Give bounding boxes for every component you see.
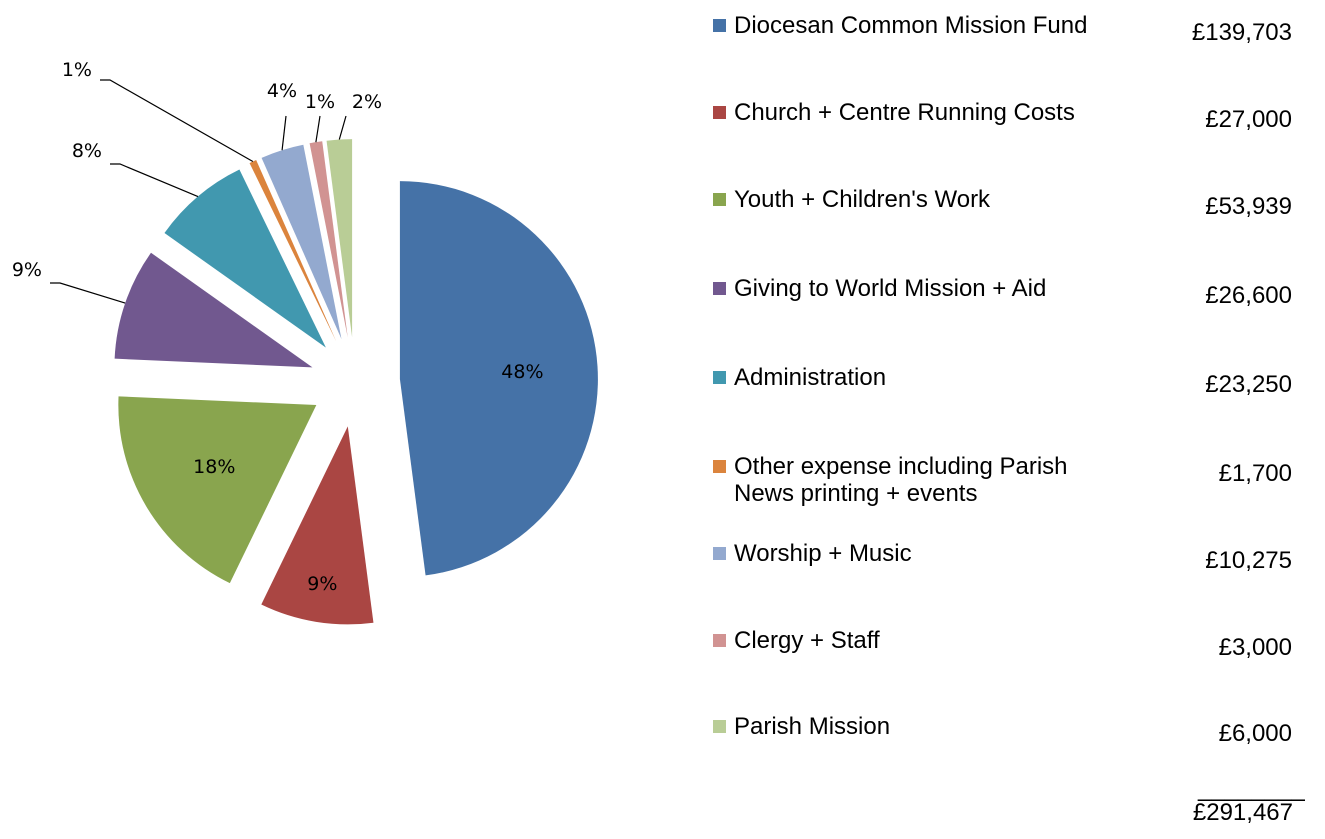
pie-leader-line bbox=[100, 79, 254, 163]
pie-leader-line bbox=[50, 282, 126, 304]
legend-label: Youth + Children's Work bbox=[734, 186, 991, 213]
pie-percent-label: 1% bbox=[62, 59, 92, 81]
legend-label: Administration bbox=[734, 364, 887, 391]
legend-label: Diocesan Common Mission Fund bbox=[734, 12, 1088, 39]
total-rule: ________ bbox=[1198, 775, 1305, 802]
legend-amount: £26,600 bbox=[1205, 282, 1292, 309]
legend-swatch bbox=[713, 547, 726, 560]
legend-item-other-expense-including-parish-news-printing-events: Other expense including Parish News prin… bbox=[713, 453, 1313, 513]
legend-item-giving-to-world-mission-aid: Giving to World Mission + Aid £26,600 bbox=[713, 275, 1313, 335]
legend-item-church-centre-running-costs: Church + Centre Running Costs £27,000 bbox=[713, 99, 1313, 159]
legend-swatch bbox=[713, 720, 726, 733]
legend-label: Clergy + Staff bbox=[734, 627, 880, 654]
pie-leader-line bbox=[281, 115, 287, 151]
legend-amount: £1,700 bbox=[1218, 460, 1292, 487]
legend-item-parish-mission: Parish Mission £6,000 bbox=[713, 713, 1313, 773]
pie-slice-diocesan-common-mission-fund bbox=[399, 181, 598, 576]
pie-leader-line bbox=[110, 163, 199, 198]
pie-percent-label: 8% bbox=[72, 140, 102, 162]
legend-swatch bbox=[713, 106, 726, 119]
legend-swatch bbox=[713, 19, 726, 32]
legend-swatch bbox=[713, 282, 726, 295]
pie-slice-church-centre-running-costs bbox=[261, 426, 374, 625]
legend-label: Parish Mission bbox=[734, 713, 891, 740]
legend-amount: £6,000 bbox=[1218, 720, 1292, 747]
legend-amount: £27,000 bbox=[1205, 106, 1292, 133]
legend-amount: £10,275 bbox=[1205, 547, 1292, 574]
legend-label: Church + Centre Running Costs bbox=[734, 99, 1075, 126]
legend-swatch bbox=[713, 371, 726, 384]
legend-label: Worship + Music bbox=[734, 540, 912, 567]
pie-percent-label: 9% bbox=[307, 573, 337, 595]
legend-amount: £23,250 bbox=[1205, 371, 1292, 398]
pie-slice-administration bbox=[164, 169, 326, 348]
legend-swatch bbox=[713, 460, 726, 473]
pie-percent-label: 1% bbox=[305, 91, 335, 113]
legend-swatch bbox=[713, 634, 726, 647]
legend-item-worship-music: Worship + Music £10,275 bbox=[713, 540, 1313, 600]
pie-leader-line bbox=[338, 115, 347, 140]
pie-percent-label: 48% bbox=[501, 361, 543, 383]
pie-slice-worship-music bbox=[261, 144, 342, 340]
legend-amount: £139,703 bbox=[1191, 19, 1292, 46]
pie-slice-giving-to-world-mission-aid bbox=[114, 252, 313, 368]
legend-item-clergy-staff: Clergy + Staff £3,000 bbox=[713, 627, 1313, 687]
pie-slice-youth-children-s-work bbox=[118, 396, 317, 584]
legend-amount: £3,000 bbox=[1218, 634, 1292, 661]
pie-percent-label: 2% bbox=[352, 91, 382, 113]
legend-item-diocesan-common-mission-fund: Diocesan Common Mission Fund £139,703 bbox=[713, 12, 1313, 72]
legend-item-administration: Administration £23,250 bbox=[713, 364, 1313, 424]
legend-item-youth-children-s-work: Youth + Children's Work £53,939 bbox=[713, 186, 1313, 246]
pie-percent-label: 4% bbox=[267, 80, 297, 102]
pie-percent-label: 18% bbox=[193, 456, 235, 478]
total-amount: £291,467 bbox=[1192, 799, 1293, 826]
legend-swatch bbox=[713, 193, 726, 206]
legend-label: Other expense including Parish News prin… bbox=[734, 453, 1068, 507]
legend-amount: £53,939 bbox=[1205, 193, 1292, 220]
pie-slice-other-expense-including-parish-news-printing-events bbox=[249, 160, 337, 342]
pie-slice-clergy-staff bbox=[309, 141, 348, 338]
pie-percent-label: 9% bbox=[12, 259, 42, 281]
legend-label: Giving to World Mission + Aid bbox=[734, 275, 1047, 302]
pie-leader-line bbox=[315, 115, 321, 143]
pie-chart: 48% 9% 18% 9% 8% 1% 4% 1% 2% bbox=[12, 59, 598, 625]
pie-slice-parish-mission bbox=[326, 139, 353, 338]
